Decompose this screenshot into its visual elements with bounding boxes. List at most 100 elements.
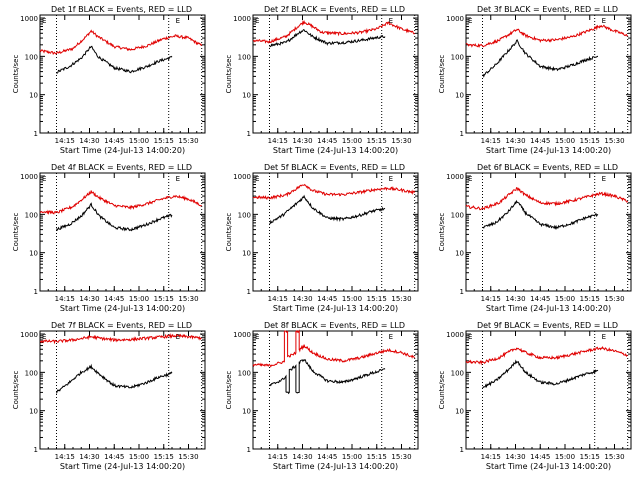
y-tick-label: 100 <box>451 53 464 61</box>
x-tick-label: 15:15 <box>154 453 174 461</box>
events-series-line <box>56 45 173 74</box>
lld-series-line <box>465 24 628 48</box>
x-tick-label: 15:00 <box>342 295 362 303</box>
detector-panel-6: Det 6f BLACK = Events, RED = LLD 1 10 100 10… <box>438 163 632 313</box>
x-tick-label: 15:00 <box>342 453 362 461</box>
x-tick-label: 15:00 <box>129 295 149 303</box>
x-tick-label: 15:15 <box>154 137 174 145</box>
events-series-line <box>56 363 173 394</box>
x-tick-label: 15:15 <box>580 453 600 461</box>
x-tick-label: 14:15 <box>55 453 75 461</box>
x-tick-label: 14:45 <box>317 137 337 145</box>
event-marker-label: E <box>602 17 606 25</box>
y-tick-label: 10 <box>455 92 464 100</box>
x-tick-label: 14:30 <box>79 453 99 461</box>
x-tick-label: 15:15 <box>580 295 600 303</box>
x-axis-label: Start Time (24-Jul-13 14:00:20) <box>486 146 611 155</box>
y-tick-label: 100 <box>25 53 38 61</box>
y-tick-label: 10 <box>242 250 251 258</box>
y-tick-label: 1000 <box>446 173 464 181</box>
x-tick-label: 14:15 <box>481 295 501 303</box>
y-tick-label: 10 <box>455 408 464 416</box>
y-axis-label: Counts/sec <box>225 371 233 410</box>
event-marker-label: E <box>255 17 259 25</box>
y-axis-label: Counts/sec <box>438 213 446 252</box>
y-axis-label: Counts/sec <box>225 213 233 252</box>
panel-title: Det 7f BLACK = Events, RED = LLD <box>51 321 192 330</box>
x-tick-label: 15:30 <box>178 295 198 303</box>
events-series-line <box>269 194 386 225</box>
y-tick-label: 1000 <box>233 331 251 339</box>
events-series-line <box>482 199 599 230</box>
event-marker-label: E <box>42 175 46 183</box>
x-tick-label: 15:30 <box>391 295 411 303</box>
y-axis-label: Counts/sec <box>225 55 233 94</box>
event-marker-label: E <box>255 333 259 341</box>
event-marker-label: E <box>176 17 180 25</box>
x-tick-label: 14:45 <box>317 295 337 303</box>
x-tick-label: 15:00 <box>129 453 149 461</box>
events-series-line <box>56 202 173 232</box>
y-tick-label: 1 <box>460 288 464 296</box>
y-tick-label: 1000 <box>233 173 251 181</box>
event-marker-label: E <box>389 17 393 25</box>
event-marker-label: E <box>42 17 46 25</box>
plot-frame <box>252 172 419 292</box>
y-axis-label: Counts/sec <box>12 371 20 410</box>
event-marker-label: E <box>389 175 393 183</box>
x-tick-label: 15:00 <box>555 137 575 145</box>
plot-frame <box>39 172 206 292</box>
x-tick-label: 15:00 <box>342 137 362 145</box>
plot-frame <box>252 330 419 450</box>
panel-title: Det 3f BLACK = Events, RED = LLD <box>477 5 618 14</box>
x-tick-label: 14:15 <box>481 137 501 145</box>
y-tick-label: 100 <box>451 369 464 377</box>
detector-panel-5: Det 5f BLACK = Events, RED = LLD 1 10 100 10… <box>225 163 419 313</box>
x-tick-label: 15:30 <box>178 453 198 461</box>
x-tick-label: 14:15 <box>268 295 288 303</box>
event-marker-label: E <box>468 17 472 25</box>
x-tick-label: 14:15 <box>268 137 288 145</box>
lld-series-line <box>465 345 628 366</box>
detector-panel-8: Det 8f BLACK = Events, RED = LLD 1 10 100 10… <box>225 321 419 471</box>
y-tick-label: 1000 <box>20 15 38 23</box>
x-tick-label: 15:30 <box>604 137 624 145</box>
y-tick-label: 10 <box>29 408 38 416</box>
plot-frame <box>39 330 206 450</box>
x-tick-label: 14:30 <box>79 137 99 145</box>
event-marker-label: E <box>176 175 180 183</box>
x-tick-label: 15:00 <box>129 137 149 145</box>
x-tick-label: 14:15 <box>481 453 501 461</box>
detector-panel-7: Det 7f BLACK = Events, RED = LLD 1 10 100 10… <box>12 321 206 471</box>
x-axis-label: Start Time (24-Jul-13 14:00:20) <box>486 304 611 313</box>
x-tick-label: 15:15 <box>367 453 387 461</box>
lld-series-line <box>465 187 629 211</box>
detector-panel-1: Det 1f BLACK = Events, RED = LLD 1 10 100 10… <box>12 5 206 155</box>
y-tick-label: 1 <box>247 288 251 296</box>
y-axis-label: Counts/sec <box>438 371 446 410</box>
plot-frame <box>465 172 632 292</box>
y-tick-label: 1 <box>34 288 38 296</box>
events-series-line <box>482 38 598 78</box>
x-axis-label: Start Time (24-Jul-13 14:00:20) <box>60 304 185 313</box>
x-tick-label: 14:30 <box>505 453 525 461</box>
x-tick-label: 15:30 <box>391 453 411 461</box>
y-tick-label: 1 <box>247 446 251 454</box>
y-tick-label: 1 <box>34 130 38 138</box>
y-axis-label: Counts/sec <box>12 55 20 94</box>
event-marker-label: E <box>389 333 393 341</box>
y-tick-label: 10 <box>242 92 251 100</box>
y-tick-label: 1000 <box>446 331 464 339</box>
x-tick-label: 14:45 <box>104 295 124 303</box>
y-tick-label: 10 <box>455 250 464 258</box>
y-axis-label: Counts/sec <box>438 55 446 94</box>
y-tick-label: 100 <box>238 369 251 377</box>
x-tick-label: 15:15 <box>367 295 387 303</box>
events-series-line <box>482 359 599 389</box>
event-marker-label: E <box>468 175 472 183</box>
y-tick-label: 1 <box>460 446 464 454</box>
x-tick-label: 15:30 <box>178 137 198 145</box>
y-tick-label: 100 <box>451 211 464 219</box>
x-tick-label: 15:15 <box>367 137 387 145</box>
x-axis-label: Start Time (24-Jul-13 14:00:20) <box>273 462 398 471</box>
